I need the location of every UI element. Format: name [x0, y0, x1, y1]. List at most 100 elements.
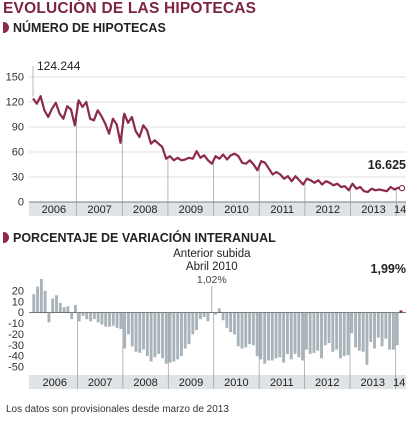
- bar: [179, 312, 183, 357]
- bar: [149, 312, 153, 362]
- bar: [373, 312, 376, 349]
- bar: [183, 312, 187, 349]
- bar: [380, 312, 384, 347]
- y-tick-label: 150: [6, 72, 24, 84]
- bar: [70, 312, 74, 320]
- section-marker-icon: [3, 232, 9, 243]
- bar: [274, 312, 278, 359]
- bar: [316, 312, 320, 351]
- end-point-marker: [398, 184, 406, 192]
- bar: [62, 307, 66, 313]
- bar: [236, 312, 240, 347]
- bar: [214, 312, 217, 315]
- bar: [361, 312, 365, 352]
- bar: [92, 312, 96, 320]
- bar: [198, 312, 202, 320]
- x-year-label: 2006: [42, 204, 66, 216]
- bar: [251, 312, 255, 346]
- bar: [39, 278, 43, 313]
- bar: [282, 312, 286, 363]
- bar: [285, 312, 289, 354]
- bar: [58, 302, 62, 313]
- bar: [202, 312, 206, 317]
- bar: [206, 312, 210, 322]
- bar: [259, 312, 263, 360]
- x-year-label: 2012: [316, 204, 340, 216]
- bar: [130, 312, 134, 347]
- section-marker-icon: [3, 22, 9, 33]
- x-year-label: 2013: [361, 204, 385, 216]
- bar: [320, 312, 323, 359]
- y-tick-label: -20: [8, 329, 24, 341]
- page-title: EVOLUCIÓN DE LAS HIPOTECAS: [3, 0, 257, 17]
- y-tick-label: 0: [18, 197, 24, 209]
- bar: [342, 312, 346, 357]
- x-axis-band: [29, 375, 406, 389]
- x-year-label: 2012: [315, 377, 339, 389]
- annotation-line1: Anterior subida: [173, 248, 251, 260]
- bar: [399, 310, 403, 313]
- bar: [225, 312, 229, 328]
- bar: [391, 312, 395, 350]
- x-year-label: 14: [394, 204, 406, 216]
- bar: [338, 312, 342, 359]
- x-year-label: 2009: [179, 204, 203, 216]
- bar-chart-title: PORCENTAJE DE VARIACIÓN INTERANUAL: [13, 231, 276, 245]
- bar: [304, 312, 308, 350]
- y-tick-label: 10: [12, 296, 24, 308]
- bar: [376, 312, 380, 338]
- bar: [85, 312, 89, 320]
- bar: [43, 290, 47, 313]
- annotation-line2: Abril 2010: [186, 261, 238, 273]
- bar: [134, 312, 138, 352]
- x-year-label: 14: [393, 377, 405, 389]
- series-line: [32, 95, 403, 194]
- bar: [293, 312, 297, 354]
- x-year-label: 2007: [87, 204, 111, 216]
- bar: [100, 312, 104, 325]
- bar: [255, 312, 259, 357]
- line-chart-heading: NÚMERO DE HIPOTECAS: [3, 21, 166, 35]
- bar: [297, 312, 301, 358]
- bar: [172, 312, 176, 362]
- bar: [289, 312, 293, 360]
- bar: [32, 294, 36, 313]
- y-tick-label: -10: [8, 318, 24, 330]
- y-tick-label: 30: [12, 172, 24, 184]
- bar: [164, 312, 168, 364]
- bar: [327, 312, 331, 344]
- bar: [384, 312, 388, 339]
- bar: [123, 312, 127, 349]
- bar: [365, 312, 369, 365]
- bar: [217, 308, 221, 313]
- bar: [157, 312, 161, 354]
- bar: [388, 312, 392, 350]
- x-year-label: 2011: [270, 204, 294, 216]
- bar: [81, 312, 85, 316]
- bar: [312, 312, 316, 353]
- bar: [278, 312, 282, 358]
- y-tick-label: 60: [12, 147, 24, 159]
- bar: [195, 312, 199, 331]
- bar: [145, 312, 149, 357]
- bar: [104, 312, 108, 327]
- bar: [221, 312, 225, 321]
- bar: [357, 312, 361, 351]
- bar: [73, 305, 77, 313]
- y-tick-label: 120: [6, 97, 24, 109]
- x-year-label: 2008: [133, 204, 157, 216]
- bar: [153, 312, 157, 358]
- start-value-label: 124.244: [37, 59, 81, 73]
- bar: [232, 312, 236, 335]
- bar: [119, 312, 123, 329]
- bar: [323, 312, 327, 346]
- bar: [301, 312, 305, 361]
- annotation-value: 1,02%: [197, 274, 227, 286]
- end-value-label: 1,99%: [371, 262, 406, 276]
- bar: [51, 298, 55, 313]
- bar: [244, 312, 248, 348]
- y-tick-label: -50: [8, 362, 24, 374]
- bar: [350, 312, 354, 334]
- bar: [335, 312, 339, 350]
